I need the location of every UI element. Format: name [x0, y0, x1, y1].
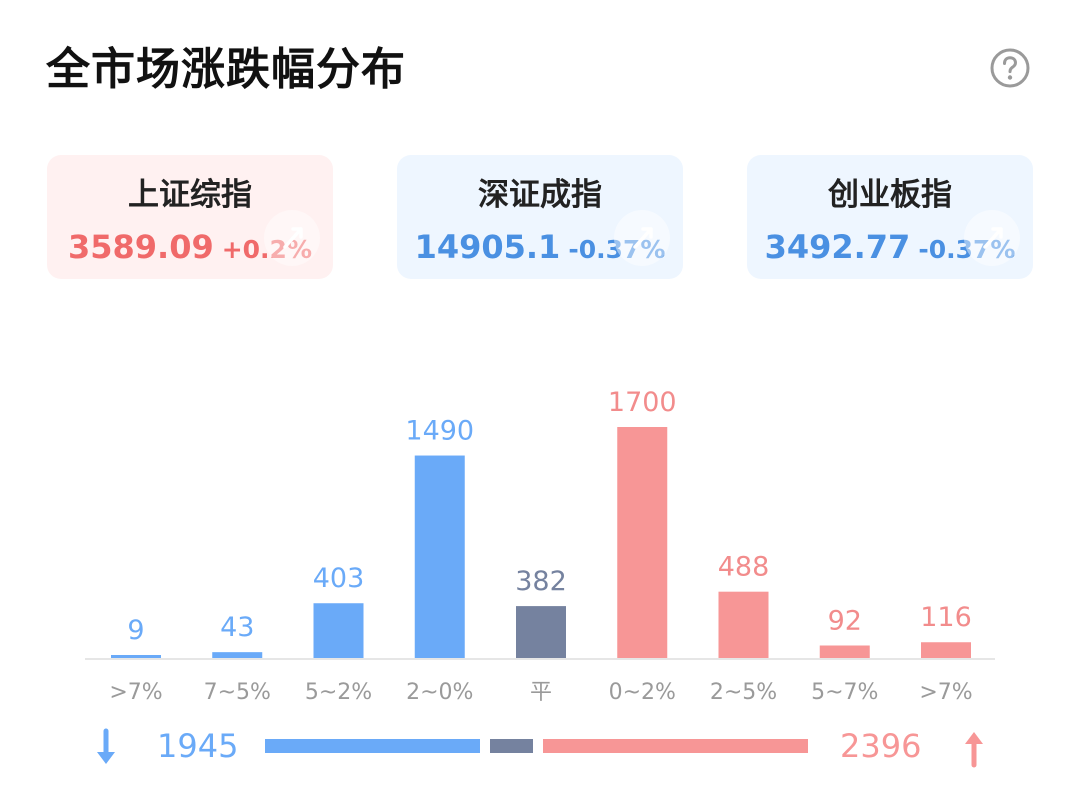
category-tick-label: 2~5%	[710, 680, 777, 705]
down-count: 1945	[157, 727, 239, 765]
category-tick-label: 5~7%	[811, 680, 878, 705]
index-card-shanghai[interactable]: 上证综指 3589.09 +0.2%	[47, 155, 333, 279]
index-change: +0.2%	[221, 235, 313, 264]
up-count: 2396	[840, 727, 922, 765]
bar-value-label: 43	[220, 612, 254, 643]
bar-value-label: 488	[718, 552, 770, 583]
chart-bar-up	[819, 645, 870, 658]
bar-value-label: 382	[515, 566, 567, 597]
index-value: 14905.1	[414, 228, 561, 266]
index-value: 3492.77	[764, 228, 911, 266]
chart-bar-down	[414, 455, 465, 658]
chart-bar-up	[921, 642, 971, 658]
index-change: -0.37%	[918, 235, 1016, 264]
index-name: 上证综指	[128, 177, 252, 213]
index-value: 3589.09	[67, 228, 214, 266]
category-tick-label: 平	[530, 680, 552, 705]
bar-value-label: 92	[828, 605, 862, 636]
help-circle-icon[interactable]	[990, 48, 1030, 88]
chart-bar-up	[718, 591, 769, 658]
index-card-chinext[interactable]: 创业板指 3492.77 -0.37%	[747, 155, 1033, 279]
index-name: 创业板指	[828, 177, 952, 213]
distribution-bar-chart: 9 >7% 43 7~5% 403 5~2% 1490 2~0% 382 平 1700 0~2% 488…	[85, 387, 995, 705]
up-ratio-bar	[542, 739, 808, 753]
bar-value-label: 116	[920, 602, 972, 633]
chart-bar-flat	[516, 606, 566, 658]
chart-bar-down	[212, 652, 263, 658]
index-card-shenzhen[interactable]: 深证成指 14905.1 -0.37%	[397, 155, 683, 279]
bar-value-label: 9	[127, 615, 144, 646]
bar-value-label: 1490	[405, 416, 474, 447]
page-title: 全市场涨跌幅分布	[46, 44, 406, 95]
chart-bar-down	[111, 655, 161, 658]
index-name: 深证成指	[478, 177, 602, 213]
chart-bar-up	[617, 427, 668, 658]
arrow-up-icon	[965, 732, 983, 768]
category-tick-label: >7%	[919, 680, 972, 705]
category-tick-label: 2~0%	[406, 680, 473, 705]
flat-ratio-bar	[490, 739, 533, 753]
trend-up-arrow-icon	[264, 210, 320, 266]
trend-up-arrow-icon	[614, 210, 670, 266]
index-change: -0.37%	[568, 235, 666, 264]
category-tick-label: 0~2%	[609, 680, 676, 705]
category-tick-label: 7~5%	[204, 680, 271, 705]
bar-value-label: 403	[313, 563, 365, 594]
trend-up-arrow-icon	[964, 210, 1020, 266]
arrow-down-icon	[97, 728, 115, 764]
category-tick-label: >7%	[109, 680, 162, 705]
bar-value-label: 1700	[608, 387, 677, 418]
chart-bar-down	[313, 603, 364, 658]
down-ratio-bar	[265, 739, 481, 753]
category-tick-label: 5~2%	[305, 680, 372, 705]
